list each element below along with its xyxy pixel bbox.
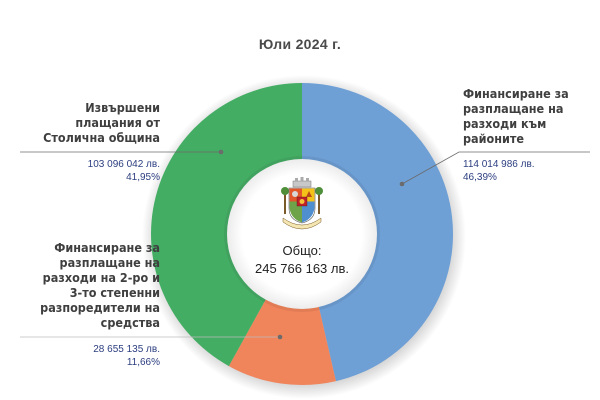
value-municipality: 103 096 042 лв. 41,95% <box>20 158 160 184</box>
label-municipality: Извършени плащания от Столична община <box>20 100 160 145</box>
leader-dot-secondary <box>277 334 283 340</box>
label-line: разходи към <box>463 116 547 131</box>
leader-dot-municipality <box>218 149 224 155</box>
label-line: районите <box>463 131 525 146</box>
sofia-coat-of-arms-icon <box>281 177 323 230</box>
leader-dot-districts <box>399 181 405 187</box>
label-line: разплащане на <box>59 255 160 270</box>
label-line: Финансиране за <box>463 86 569 101</box>
label-line: Финансиране за <box>54 240 160 255</box>
label-line: Извършени <box>85 100 160 115</box>
label-line: 3-то степенни <box>69 285 160 300</box>
amount-districts: 114 014 986 лв. <box>463 159 535 170</box>
center-total-value: 245 766 163 лв. <box>254 261 349 276</box>
value-districts: 114 014 986 лв. 46,39% <box>463 158 535 184</box>
label-line: Столична община <box>43 130 160 145</box>
value-secondary: 28 655 135 лв. 11,66% <box>10 343 160 369</box>
label-line: разходи на 2-ро и <box>42 270 160 285</box>
percent-districts: 46,39% <box>463 172 497 183</box>
label-line: разплащане на <box>463 101 564 116</box>
label-line: разпоредители на <box>40 300 160 315</box>
percent-secondary: 11,66% <box>126 357 160 368</box>
center-total-label: Общо: <box>282 243 322 258</box>
label-districts: Финансиране за разплащане на разходи към… <box>463 86 598 146</box>
amount-municipality: 103 096 042 лв. <box>87 159 160 170</box>
donut-hole <box>227 159 377 309</box>
chart-title: Юли 2024 г. <box>258 36 342 52</box>
slice-districts <box>302 83 454 382</box>
amount-secondary: 28 655 135 лв. <box>93 344 160 355</box>
label-line: плащания от <box>75 115 160 130</box>
label-secondary: Финансиране за разплащане на разходи на … <box>10 240 160 330</box>
label-line: средства <box>100 315 160 330</box>
percent-municipality: 41,95% <box>126 172 160 183</box>
leader-line-districts <box>401 151 590 185</box>
